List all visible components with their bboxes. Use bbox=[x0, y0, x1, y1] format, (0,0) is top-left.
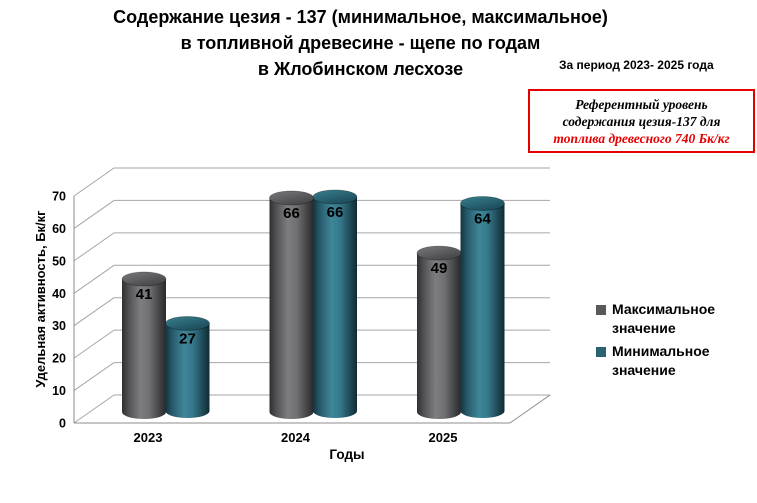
legend-swatch-min-icon bbox=[596, 347, 606, 357]
bar-data-label: 66 bbox=[283, 205, 300, 222]
y-axis-title: Удельная активность, Бк/кг bbox=[33, 210, 48, 388]
cylinder-body bbox=[417, 253, 461, 412]
gridline-depth bbox=[73, 167, 115, 197]
cylinder-top bbox=[269, 190, 314, 206]
gridline-depth bbox=[73, 200, 115, 229]
x-axis-title: Годы bbox=[329, 447, 364, 462]
gridline-depth bbox=[73, 362, 115, 391]
y-tick-label: 10 bbox=[52, 384, 66, 398]
bar-data-label: 64 bbox=[474, 210, 491, 227]
y-tick-label: 60 bbox=[52, 222, 66, 236]
legend-item-min: Минимальное значение bbox=[596, 342, 726, 380]
legend-label-max: Максимальное значение bbox=[612, 301, 716, 336]
chart-title-line2: в топливной древесине - щепе по годам bbox=[180, 33, 541, 53]
chart-title-line3: в Жлобинском лесхозе bbox=[257, 59, 464, 79]
chart-title: Содержание цезия - 137 (минимальное, мак… bbox=[38, 4, 683, 82]
period-note: За период 2023- 2025 года bbox=[559, 58, 714, 72]
cylinder-body bbox=[313, 196, 357, 411]
bar-data-label: 66 bbox=[327, 204, 344, 221]
cylinder-top bbox=[165, 316, 210, 331]
bar-data-label: 49 bbox=[431, 260, 448, 277]
cylinder-top bbox=[121, 271, 167, 287]
y-tick-label: 20 bbox=[52, 352, 66, 366]
cylinder-body bbox=[165, 323, 210, 411]
reference-level-line1: Референтный уровень bbox=[575, 97, 708, 112]
x-tick-label: 2024 bbox=[281, 430, 311, 445]
y-tick-label: 50 bbox=[52, 254, 66, 268]
reference-level-line2: содержания цезия-137 для bbox=[562, 114, 721, 129]
bar-data-label: 27 bbox=[179, 330, 196, 347]
chart-title-line1: Содержание цезия - 137 (минимальное, мак… bbox=[113, 7, 608, 27]
y-tick-label: 0 bbox=[59, 417, 66, 431]
legend: Максимальное значение Минимальное значен… bbox=[596, 300, 726, 384]
legend-swatch-max-icon bbox=[596, 305, 606, 315]
cylinder-body bbox=[122, 279, 166, 412]
cylinder-top bbox=[460, 196, 505, 211]
y-tick-label: 70 bbox=[52, 190, 66, 204]
floor-right-edge bbox=[509, 394, 551, 424]
cylinder-top bbox=[312, 189, 358, 205]
legend-item-max: Максимальное значение bbox=[596, 300, 726, 338]
bar-data-label: 41 bbox=[136, 286, 153, 303]
cylinder-top bbox=[416, 245, 462, 261]
x-tick-label: 2025 bbox=[429, 430, 458, 445]
cylinder-body bbox=[460, 203, 505, 411]
gridline-depth bbox=[73, 329, 115, 359]
gridline-depth bbox=[73, 394, 115, 424]
reference-level-box: Референтный уровень содержания цезия-137… bbox=[528, 89, 755, 153]
x-tick-label: 2023 bbox=[134, 430, 163, 445]
y-tick-label: 30 bbox=[52, 319, 66, 333]
legend-label-min: Минимальное значение bbox=[612, 343, 710, 378]
gridline-depth bbox=[73, 264, 115, 294]
y-tick-label: 40 bbox=[52, 287, 66, 301]
reference-level-value: топлива древесного 740 Бк/кг bbox=[553, 131, 730, 146]
cylinder-body bbox=[269, 197, 314, 412]
gridline-depth bbox=[73, 232, 115, 262]
gridline-depth bbox=[73, 297, 115, 327]
